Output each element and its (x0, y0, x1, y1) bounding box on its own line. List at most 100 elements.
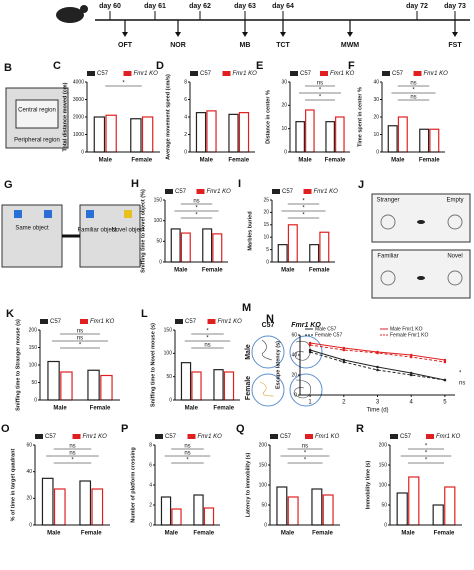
legend-label: C57 (97, 71, 109, 77)
legend-label: Male Fmr1 KO (390, 326, 423, 332)
bar (191, 371, 202, 401)
legend-label: Fmr1 KO (315, 434, 340, 440)
x-tick-label: Female (228, 158, 249, 164)
point (308, 348, 312, 352)
day-label: day 61 (144, 3, 166, 10)
panel-label: M (242, 302, 251, 314)
sig-label: * (425, 444, 428, 450)
legend-swatch (35, 434, 43, 439)
sig-label: ns (69, 444, 75, 450)
swim-path (294, 340, 311, 361)
day-label: day 73 (444, 3, 466, 10)
series-line (309, 349, 445, 381)
diagram-j: J Stranger Empty Familiar Novel (358, 179, 471, 299)
panel-label: P (121, 423, 128, 435)
bar (335, 116, 345, 153)
point (342, 360, 346, 364)
point (342, 348, 346, 352)
x-tick-label: Female (90, 406, 111, 412)
swim-path (293, 379, 311, 399)
y-tick-label: 150 (29, 345, 38, 351)
y-tick-label: 0 (384, 522, 387, 528)
point (409, 355, 413, 359)
pool (289, 373, 323, 407)
bar (180, 362, 192, 401)
legend-swatch (222, 71, 231, 76)
bar (309, 244, 320, 263)
bar (319, 231, 330, 263)
legend-label: Fmr1 KO (90, 319, 115, 325)
object (124, 210, 132, 218)
bar (202, 228, 213, 263)
y-axis-label: Time spent in center % (357, 87, 363, 147)
y-tick-label: 100 (164, 351, 173, 357)
object-label: Familiar object (77, 228, 116, 234)
y-tick-label: 2000 (73, 114, 84, 120)
panel-label: E (256, 60, 263, 72)
bar (53, 488, 66, 526)
legend-label: C57 (185, 319, 197, 325)
bar (276, 486, 288, 526)
x-tick-label: Male (53, 406, 67, 412)
y-tick-label: 1000 (73, 132, 84, 138)
legend-swatch (175, 319, 183, 324)
cage (447, 270, 463, 286)
swim-path (261, 339, 273, 361)
chamber-label: Empty (446, 198, 463, 204)
x-tick-label: Male (391, 158, 405, 164)
sig-label: * (79, 343, 82, 349)
pool (251, 335, 285, 369)
panel-label: G (4, 179, 13, 191)
mouse (417, 220, 425, 224)
bar (47, 360, 60, 401)
panel-label: L (141, 308, 148, 320)
legend-swatch (207, 319, 216, 324)
x-tick-label: Male (185, 406, 199, 412)
y-tick-label: 0 (34, 397, 37, 403)
y-tick-label: 20 (291, 372, 297, 378)
y-tick-label: 50 (31, 380, 37, 386)
arrow-head (280, 32, 286, 37)
bar (105, 114, 117, 153)
bar (419, 128, 430, 153)
pool (289, 335, 323, 369)
bar (41, 477, 54, 526)
legend-swatch (426, 434, 434, 439)
sig-label: * (319, 95, 322, 101)
x-tick-label: Male (281, 531, 295, 537)
y-tick-label: 8 (184, 79, 187, 85)
legend-label: C57 (400, 434, 412, 440)
x-tick-label: Female (309, 268, 330, 274)
legend-label: Female Fmr1 KO (390, 332, 428, 338)
y-tick-label: 100 (379, 482, 388, 488)
x-tick-label: Male (47, 531, 61, 537)
sig-label: ns (193, 199, 199, 205)
sig-label: ns (459, 381, 465, 387)
y-tick-label: 150 (259, 462, 268, 468)
sig-label: * (412, 88, 415, 94)
legend-label: C57 (165, 434, 177, 440)
y-tick-label: 150 (164, 327, 173, 333)
point (376, 365, 379, 369)
panel-label: R (356, 423, 364, 435)
bar (180, 232, 191, 263)
bar (287, 496, 299, 526)
bar (432, 504, 444, 526)
y-axis-label: Escape latency (s) (275, 341, 281, 389)
arrow-head (175, 32, 181, 37)
bar (295, 121, 305, 153)
y-tick-label: 150 (154, 197, 163, 203)
diagram-b: B Central region Peripheral region (4, 62, 69, 149)
chamber-label: Novel (447, 254, 462, 260)
bar (141, 116, 154, 153)
x-tick-label: 3 (376, 400, 380, 406)
arrow-head (242, 32, 248, 37)
y-tick-label: 0 (81, 149, 84, 155)
point (376, 351, 379, 355)
region-label: Peripheral region (14, 138, 60, 144)
chamber (371, 249, 471, 299)
x-tick-label: 5 (443, 400, 447, 406)
y-tick-label: 0 (29, 522, 32, 528)
bar (277, 244, 288, 263)
